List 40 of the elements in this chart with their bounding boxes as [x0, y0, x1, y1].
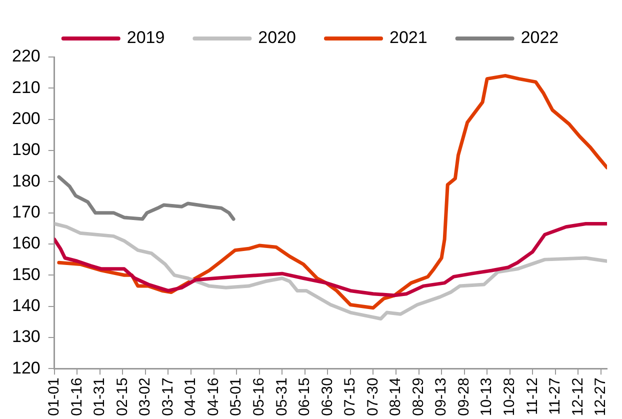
x-tick-label: 07-15 — [342, 378, 359, 416]
x-tick-label: 11-27 — [546, 378, 564, 415]
x-tick-label: 05-31 — [273, 378, 290, 416]
y-tick-label: 120 — [12, 358, 40, 378]
legend-label: 2022 — [520, 28, 559, 48]
x-tick-label: 10-13 — [478, 378, 496, 416]
x-tick-label: 07-30 — [364, 378, 382, 416]
x-tick-label: 01-01 — [46, 378, 63, 416]
y-tick-label: 190 — [12, 140, 40, 160]
x-tick-label: 12-27 — [592, 378, 610, 416]
x-tick-label: 11-12 — [524, 378, 541, 415]
x-tick-label: 05-01 — [228, 378, 245, 416]
legend-label: 2019 — [126, 28, 165, 48]
legend-label: 2020 — [258, 28, 296, 48]
x-tick-label: 08-29 — [410, 378, 427, 416]
y-tick-label: 210 — [12, 78, 40, 97]
x-tick-label: 09-13 — [432, 378, 450, 416]
y-tick-label: 220 — [12, 46, 40, 66]
x-tick-label: 02-15 — [114, 378, 131, 416]
x-tick-label: 03-17 — [159, 378, 176, 416]
x-tick-label: 05-16 — [250, 378, 268, 416]
y-tick-label: 200 — [12, 109, 40, 128]
x-tick-label: 06-15 — [296, 378, 314, 416]
x-tick-label: 04-16 — [204, 378, 222, 416]
x-tick-label: 09-28 — [455, 378, 472, 416]
x-tick-label: 04-01 — [182, 378, 200, 416]
x-tick-label: 10-28 — [501, 378, 518, 416]
x-tick-label: 12-12 — [569, 378, 586, 416]
x-tick-label: 08-14 — [387, 378, 404, 416]
x-tick-label: 01-31 — [91, 378, 108, 416]
y-tick-label: 160 — [12, 234, 40, 253]
y-tick-label: 140 — [12, 296, 40, 315]
legend-label: 2021 — [390, 28, 428, 48]
y-tick-label: 150 — [12, 264, 40, 284]
y-tick-label: 170 — [12, 202, 40, 222]
y-tick-label: 180 — [12, 171, 40, 190]
y-tick-label: 130 — [12, 327, 40, 346]
x-tick-label: 01-16 — [68, 378, 86, 416]
x-tick-label: 06-30 — [318, 378, 336, 416]
x-tick-label: 03-02 — [136, 378, 154, 416]
